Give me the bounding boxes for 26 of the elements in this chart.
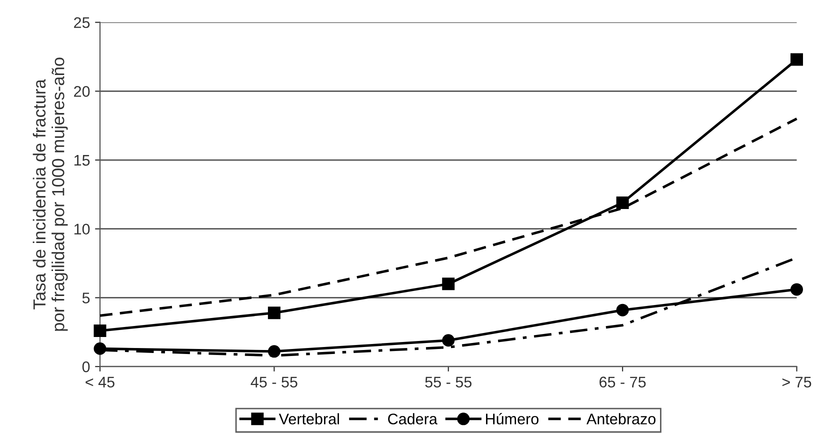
y-tick-label: 15 [74, 155, 90, 166]
point [790, 283, 803, 296]
y-tick-label: 10 [74, 224, 90, 235]
point [268, 345, 280, 358]
point [442, 334, 455, 347]
point [616, 304, 629, 316]
point [268, 306, 280, 320]
point [442, 278, 455, 290]
legend-label: Cadera [388, 413, 438, 424]
legend-label: Húmero [486, 413, 538, 424]
point [790, 53, 803, 66]
x-tick-label: 55 - 55 [425, 376, 472, 388]
point [94, 324, 106, 337]
legend-label: Vertebral [278, 413, 339, 424]
x-tick-label: 65 - 75 [600, 376, 646, 388]
x-tick-label: > 75 [782, 376, 812, 388]
x-tick-label: 45 - 55 [250, 376, 298, 388]
y-axis-title: Tasa de incidencia de fractura por fragilidad por 1000 mujeres-año [32, 58, 68, 331]
y-tick-label: 25 [74, 17, 90, 28]
point [94, 342, 106, 355]
y-tick-label: 5 [82, 292, 90, 304]
y-tick-label: 0 [82, 361, 90, 372]
legend-label: Antebrazo [586, 413, 656, 424]
x-tick-label: < 45 [86, 376, 114, 388]
point [616, 196, 629, 209]
y-tick-label: 20 [74, 86, 90, 97]
